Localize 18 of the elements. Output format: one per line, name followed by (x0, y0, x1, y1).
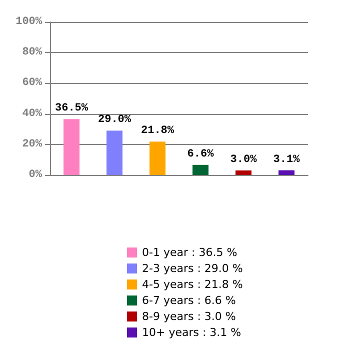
legend-label: 4-5 years : 21.8 % (142, 278, 243, 291)
legend-label: 6-7 years : 6.6 % (142, 294, 236, 307)
data-label: 3.1% (273, 154, 300, 166)
y-tick-label: 0% (28, 169, 42, 181)
y-tick-label: 100% (16, 16, 42, 28)
data-label: 3.0% (230, 154, 258, 166)
legend-label: 0-1 year : 36.5 % (142, 246, 238, 259)
legend-label: 10+ years : 3.1 % (142, 326, 242, 339)
legend-label: 8-9 years : 3.0 % (142, 310, 236, 323)
data-label: 29.0% (98, 114, 132, 126)
data-label: 36.5% (54, 102, 88, 115)
y-tick-label: 60% (22, 77, 42, 90)
y-tick-label: 20% (22, 138, 42, 150)
y-tick-label: 80% (22, 46, 42, 59)
data-label: 6.6% (187, 148, 214, 160)
y-tick-label: 40% (22, 108, 42, 120)
legend-label: 2-3 years : 29.0 % (142, 262, 243, 275)
data-label: 21.8% (140, 125, 174, 138)
